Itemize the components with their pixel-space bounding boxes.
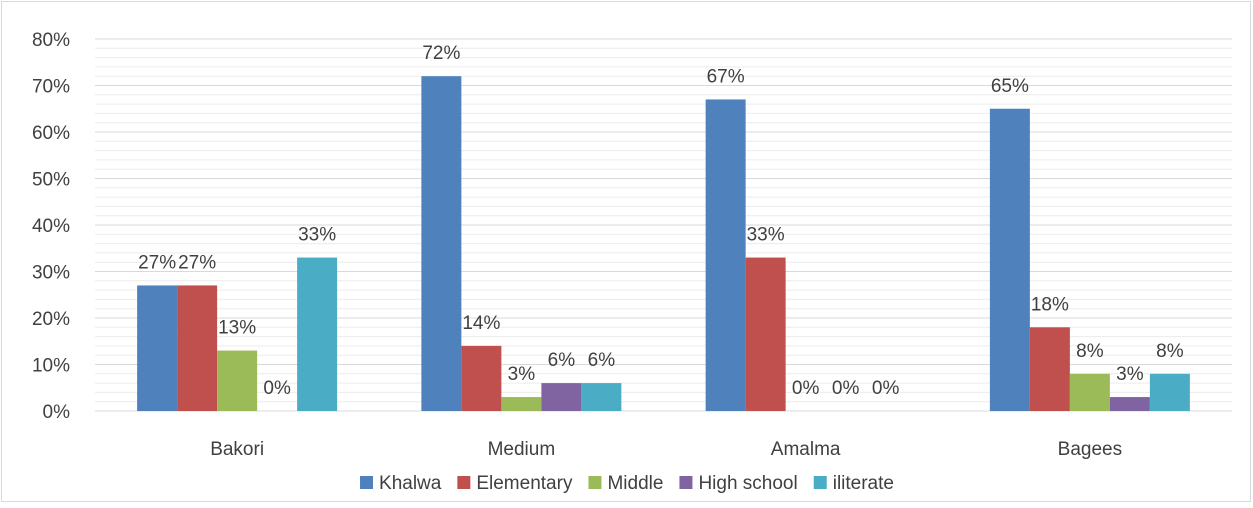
- x-category-label: Medium: [488, 439, 556, 460]
- data-label: 0%: [792, 378, 820, 399]
- y-tick-label: 10%: [32, 356, 70, 377]
- data-label: 3%: [508, 364, 536, 385]
- bar-elementary-medium: [461, 345, 502, 411]
- bar-iliterate-bagees: [1149, 373, 1190, 411]
- legend: Khalwa Elementary Middle High school ilitera…: [360, 473, 894, 494]
- data-label: 0%: [832, 378, 860, 399]
- data-label: 0%: [872, 378, 900, 399]
- data-label: 14%: [462, 313, 500, 334]
- data-label: 72%: [422, 43, 460, 64]
- y-tick-label: 20%: [32, 309, 70, 330]
- y-tick-label: 60%: [32, 123, 70, 144]
- data-label: 33%: [747, 225, 785, 246]
- data-label: 0%: [263, 378, 291, 399]
- data-label: 67%: [707, 66, 745, 87]
- bar-khalwa-bagees: [989, 108, 1030, 411]
- gridlines: [95, 38, 1232, 412]
- bar-middle-medium: [501, 397, 542, 411]
- legend-label: iliterate: [833, 473, 894, 494]
- bar-iliterate-medium: [581, 383, 622, 411]
- legend-swatch-elementary: [457, 476, 471, 489]
- x-axis-category-labels: Bakori Medium Amalma Bagees: [210, 439, 1122, 460]
- x-category-label: Bagees: [1058, 439, 1122, 460]
- x-category-label: Bakori: [210, 439, 264, 460]
- data-label: 8%: [1076, 341, 1104, 362]
- legend-label: High school: [698, 473, 797, 494]
- legend-swatch-middle: [588, 476, 602, 489]
- y-tick-label: 80%: [32, 30, 70, 51]
- data-label: 3%: [1116, 364, 1144, 385]
- y-axis-tick-labels: 0% 10% 20% 30% 40% 50% 60% 70% 80%: [32, 30, 70, 423]
- data-labels: 27% 27% 13% 0% 33% 72% 14% 3% 6% 6% 67% 33% 0% 0% 0% 65…: [138, 43, 1184, 399]
- x-category-label: Amalma: [771, 439, 841, 460]
- data-label: 27%: [178, 252, 216, 273]
- legend-swatch-high-school: [679, 476, 693, 489]
- y-tick-label: 50%: [32, 170, 70, 191]
- legend-label: Middle: [607, 473, 663, 494]
- data-label: 18%: [1031, 294, 1069, 315]
- data-label: 6%: [548, 350, 576, 371]
- legend-swatch-iliterate: [813, 476, 827, 489]
- data-label: 6%: [588, 350, 616, 371]
- bar-elementary-bakori: [177, 285, 218, 411]
- bar-elementary-bagees: [1029, 327, 1070, 411]
- bar-high-school-medium: [541, 383, 582, 411]
- y-tick-label: 0%: [43, 402, 71, 423]
- y-tick-label: 40%: [32, 216, 70, 237]
- data-label: 27%: [138, 252, 176, 273]
- data-label: 33%: [298, 225, 336, 246]
- bar-khalwa-amalma: [705, 99, 746, 411]
- y-tick-label: 70%: [32, 77, 70, 98]
- y-tick-label: 30%: [32, 263, 70, 284]
- bar-middle-bagees: [1069, 373, 1110, 411]
- legend-label: Khalwa: [379, 473, 442, 494]
- data-label: 65%: [991, 76, 1029, 97]
- bars: [137, 76, 1190, 411]
- bar-khalwa-medium: [421, 76, 462, 411]
- data-label: 13%: [218, 318, 256, 339]
- bar-high-school-bagees: [1109, 397, 1150, 411]
- bar-iliterate-bakori: [297, 257, 338, 411]
- bar-khalwa-bakori: [137, 285, 178, 411]
- legend-swatch-khalwa: [360, 476, 374, 489]
- bar-middle-bakori: [217, 350, 258, 411]
- legend-label: Elementary: [476, 473, 573, 494]
- data-label: 8%: [1156, 341, 1184, 362]
- bar-elementary-amalma: [745, 257, 786, 411]
